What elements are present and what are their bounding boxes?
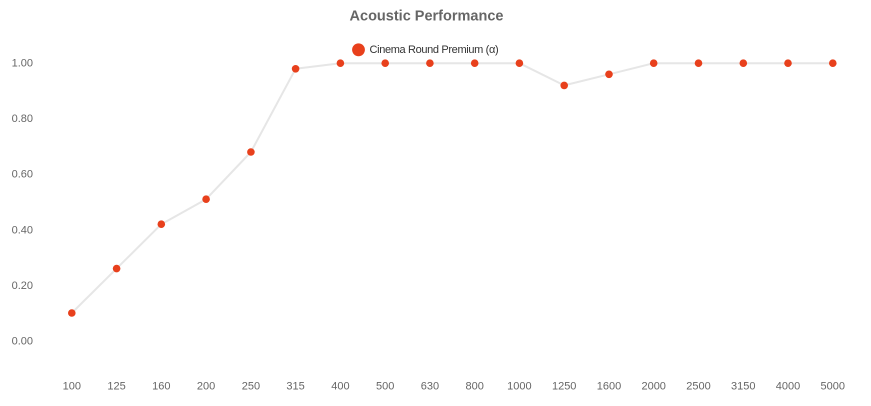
svg-text:800: 800 — [466, 381, 484, 393]
svg-text:1.00: 1.00 — [12, 58, 33, 70]
svg-text:630: 630 — [421, 381, 439, 393]
svg-text:400: 400 — [331, 381, 349, 393]
svg-text:125: 125 — [107, 381, 125, 393]
svg-text:1000: 1000 — [507, 381, 531, 393]
svg-text:160: 160 — [152, 381, 170, 393]
svg-text:100: 100 — [63, 381, 81, 393]
svg-text:5000: 5000 — [821, 381, 845, 393]
svg-text:0.00: 0.00 — [12, 335, 33, 347]
svg-text:3150: 3150 — [731, 381, 755, 393]
svg-text:4000: 4000 — [776, 381, 800, 393]
svg-text:Cinema Round Premium (α): Cinema Round Premium (α) — [370, 44, 499, 56]
svg-text:250: 250 — [242, 381, 260, 393]
svg-text:200: 200 — [197, 381, 215, 393]
svg-text:1250: 1250 — [552, 381, 576, 393]
svg-text:Acoustic Performance: Acoustic Performance — [350, 9, 504, 25]
svg-text:500: 500 — [376, 381, 394, 393]
svg-text:0.40: 0.40 — [12, 224, 33, 236]
svg-text:0.80: 0.80 — [12, 113, 33, 125]
svg-text:2500: 2500 — [686, 381, 710, 393]
svg-text:0.20: 0.20 — [12, 280, 33, 292]
svg-text:1600: 1600 — [597, 381, 621, 393]
svg-text:315: 315 — [286, 381, 304, 393]
svg-text:0.60: 0.60 — [12, 169, 33, 181]
svg-text:2000: 2000 — [641, 381, 665, 393]
